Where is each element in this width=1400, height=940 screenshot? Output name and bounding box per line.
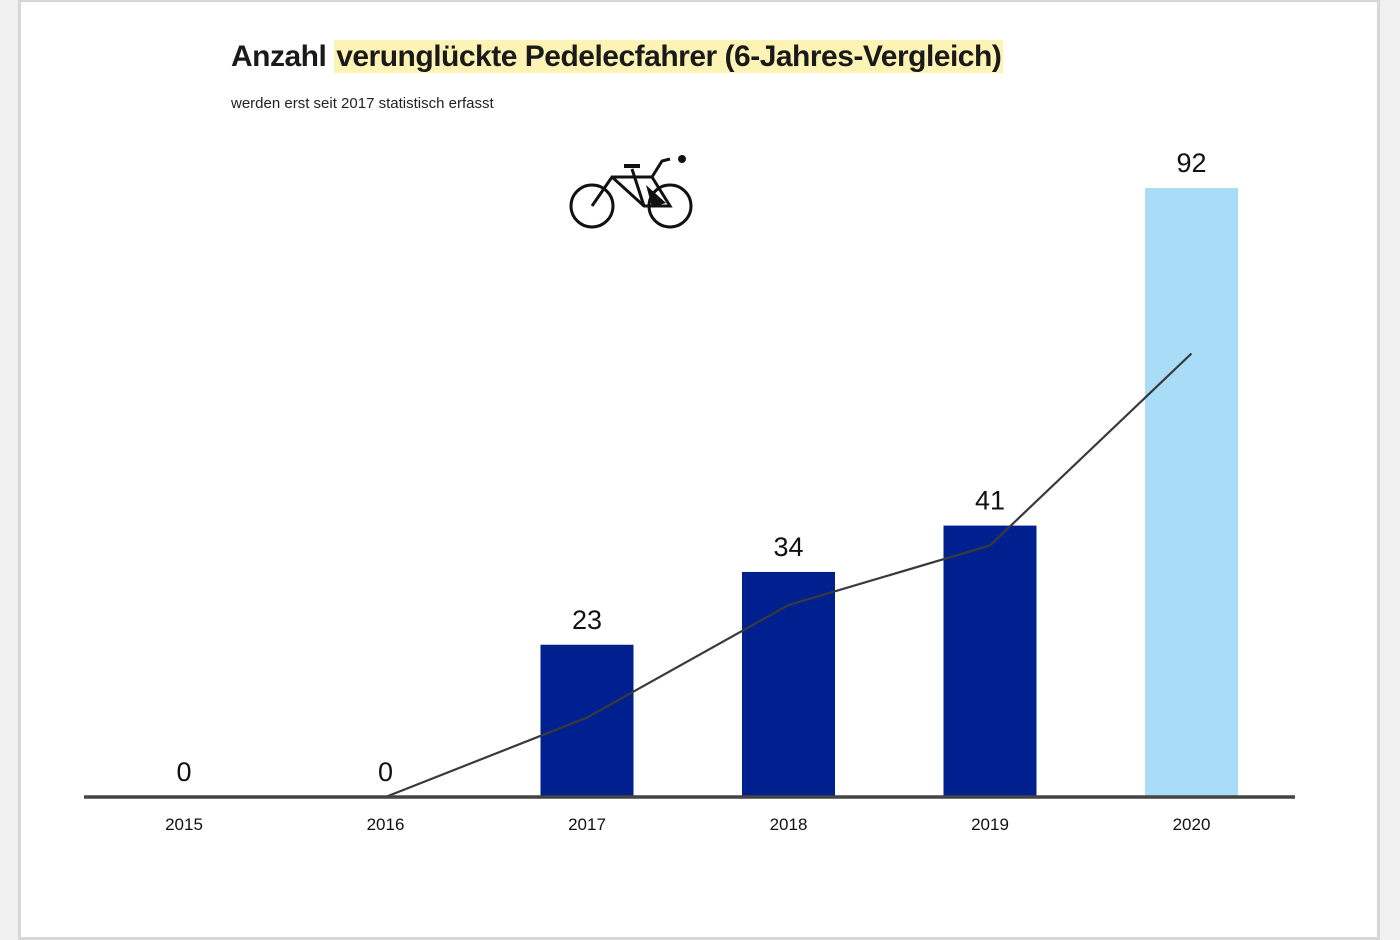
data-label-2020: 92 bbox=[1176, 148, 1206, 178]
data-label-2018: 34 bbox=[773, 532, 803, 562]
data-label-2019: 41 bbox=[975, 486, 1005, 516]
bar-2018 bbox=[742, 571, 835, 797]
x-tick-2020: 2020 bbox=[1173, 815, 1211, 834]
x-tick-2018: 2018 bbox=[770, 815, 808, 834]
chart-title-part1: Anzahl bbox=[231, 40, 327, 73]
bar-2019 bbox=[943, 525, 1037, 797]
bar-2020 bbox=[1145, 188, 1238, 797]
data-label-2015: 0 bbox=[176, 757, 191, 787]
x-tick-2016: 2016 bbox=[367, 815, 405, 834]
x-tick-2017: 2017 bbox=[568, 815, 606, 834]
trend-line bbox=[385, 352, 1193, 799]
bar-2017 bbox=[540, 644, 634, 797]
chart-subtitle: werden erst seit 2017 statistisch erfass… bbox=[231, 95, 494, 112]
data-label-2016: 0 bbox=[378, 757, 393, 787]
chart-title-part2: verunglückte Pedelecfahrer (6-Jahres-Ver… bbox=[334, 40, 1004, 73]
chart-title: Anzahl verunglückte Pedelecfahrer (6-Jah… bbox=[231, 40, 1004, 74]
bicycle-icon bbox=[569, 155, 693, 229]
x-tick-2019: 2019 bbox=[971, 815, 1009, 834]
x-tick-2015: 2015 bbox=[165, 815, 203, 834]
data-label-2017: 23 bbox=[572, 605, 602, 635]
